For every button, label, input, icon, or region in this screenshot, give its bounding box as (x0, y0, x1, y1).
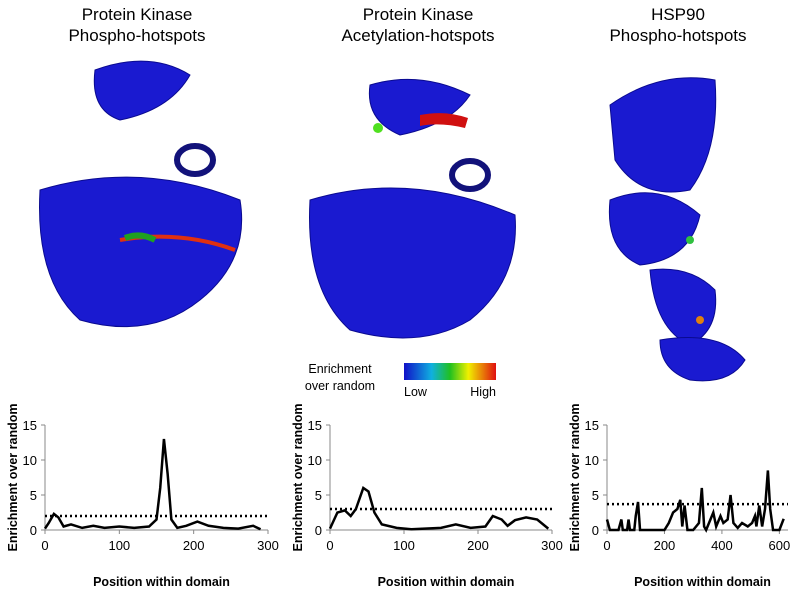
panel-title: Acetylation-hotspots (341, 26, 494, 45)
x-tick-label: 600 (769, 538, 791, 553)
panel-title: Protein Kinase (82, 5, 193, 24)
x-tick-label: 0 (603, 538, 610, 553)
y-tick-label: 5 (592, 488, 599, 503)
x-axis-label: Position within domain (93, 575, 230, 589)
y-tick-label: 15 (585, 418, 599, 433)
panel-title: HSP90 (651, 5, 705, 24)
x-tick-label: 200 (654, 538, 676, 553)
colorbar-high: High (470, 385, 496, 399)
y-axis-label: Enrichment over random (291, 404, 305, 552)
y-tick-label: 0 (315, 523, 322, 538)
y-tick-label: 15 (23, 418, 37, 433)
panel-title: Phospho-hotspots (609, 26, 746, 45)
x-tick-label: 300 (541, 538, 563, 553)
x-tick-label: 100 (108, 538, 130, 553)
protein-structure (39, 60, 243, 328)
y-tick-label: 15 (308, 418, 322, 433)
x-tick-label: 200 (183, 538, 205, 553)
x-tick-label: 400 (711, 538, 733, 553)
colorbar: Enrichment over random Low High (305, 362, 496, 399)
x-tick-label: 300 (257, 538, 279, 553)
protein-structure (309, 78, 516, 339)
x-tick-label: 0 (41, 538, 48, 553)
data-line (605, 470, 785, 533)
colorbar-title: Enrichment (308, 362, 372, 376)
colorbar-gradient (404, 363, 496, 380)
colorbar-low: Low (404, 385, 428, 399)
data-line (328, 486, 550, 531)
y-axis-label: Enrichment over random (6, 404, 20, 552)
x-tick-label: 200 (467, 538, 489, 553)
y-tick-label: 5 (30, 488, 37, 503)
y-tick-label: 0 (592, 523, 599, 538)
y-tick-label: 5 (315, 488, 322, 503)
panel-title: Protein Kinase (363, 5, 474, 24)
panel-title: Phospho-hotspots (68, 26, 205, 45)
x-axis-label: Position within domain (378, 575, 515, 589)
protein-structure (608, 77, 746, 382)
x-tick-label: 0 (326, 538, 333, 553)
colorbar-title: over random (305, 379, 375, 393)
x-tick-label: 100 (393, 538, 415, 553)
x-axis-label: Position within domain (634, 575, 771, 589)
y-tick-label: 10 (585, 453, 599, 468)
y-tick-label: 10 (23, 453, 37, 468)
data-line (43, 438, 262, 531)
y-tick-label: 10 (308, 453, 322, 468)
y-axis-label: Enrichment over random (568, 404, 582, 552)
y-tick-label: 0 (30, 523, 37, 538)
